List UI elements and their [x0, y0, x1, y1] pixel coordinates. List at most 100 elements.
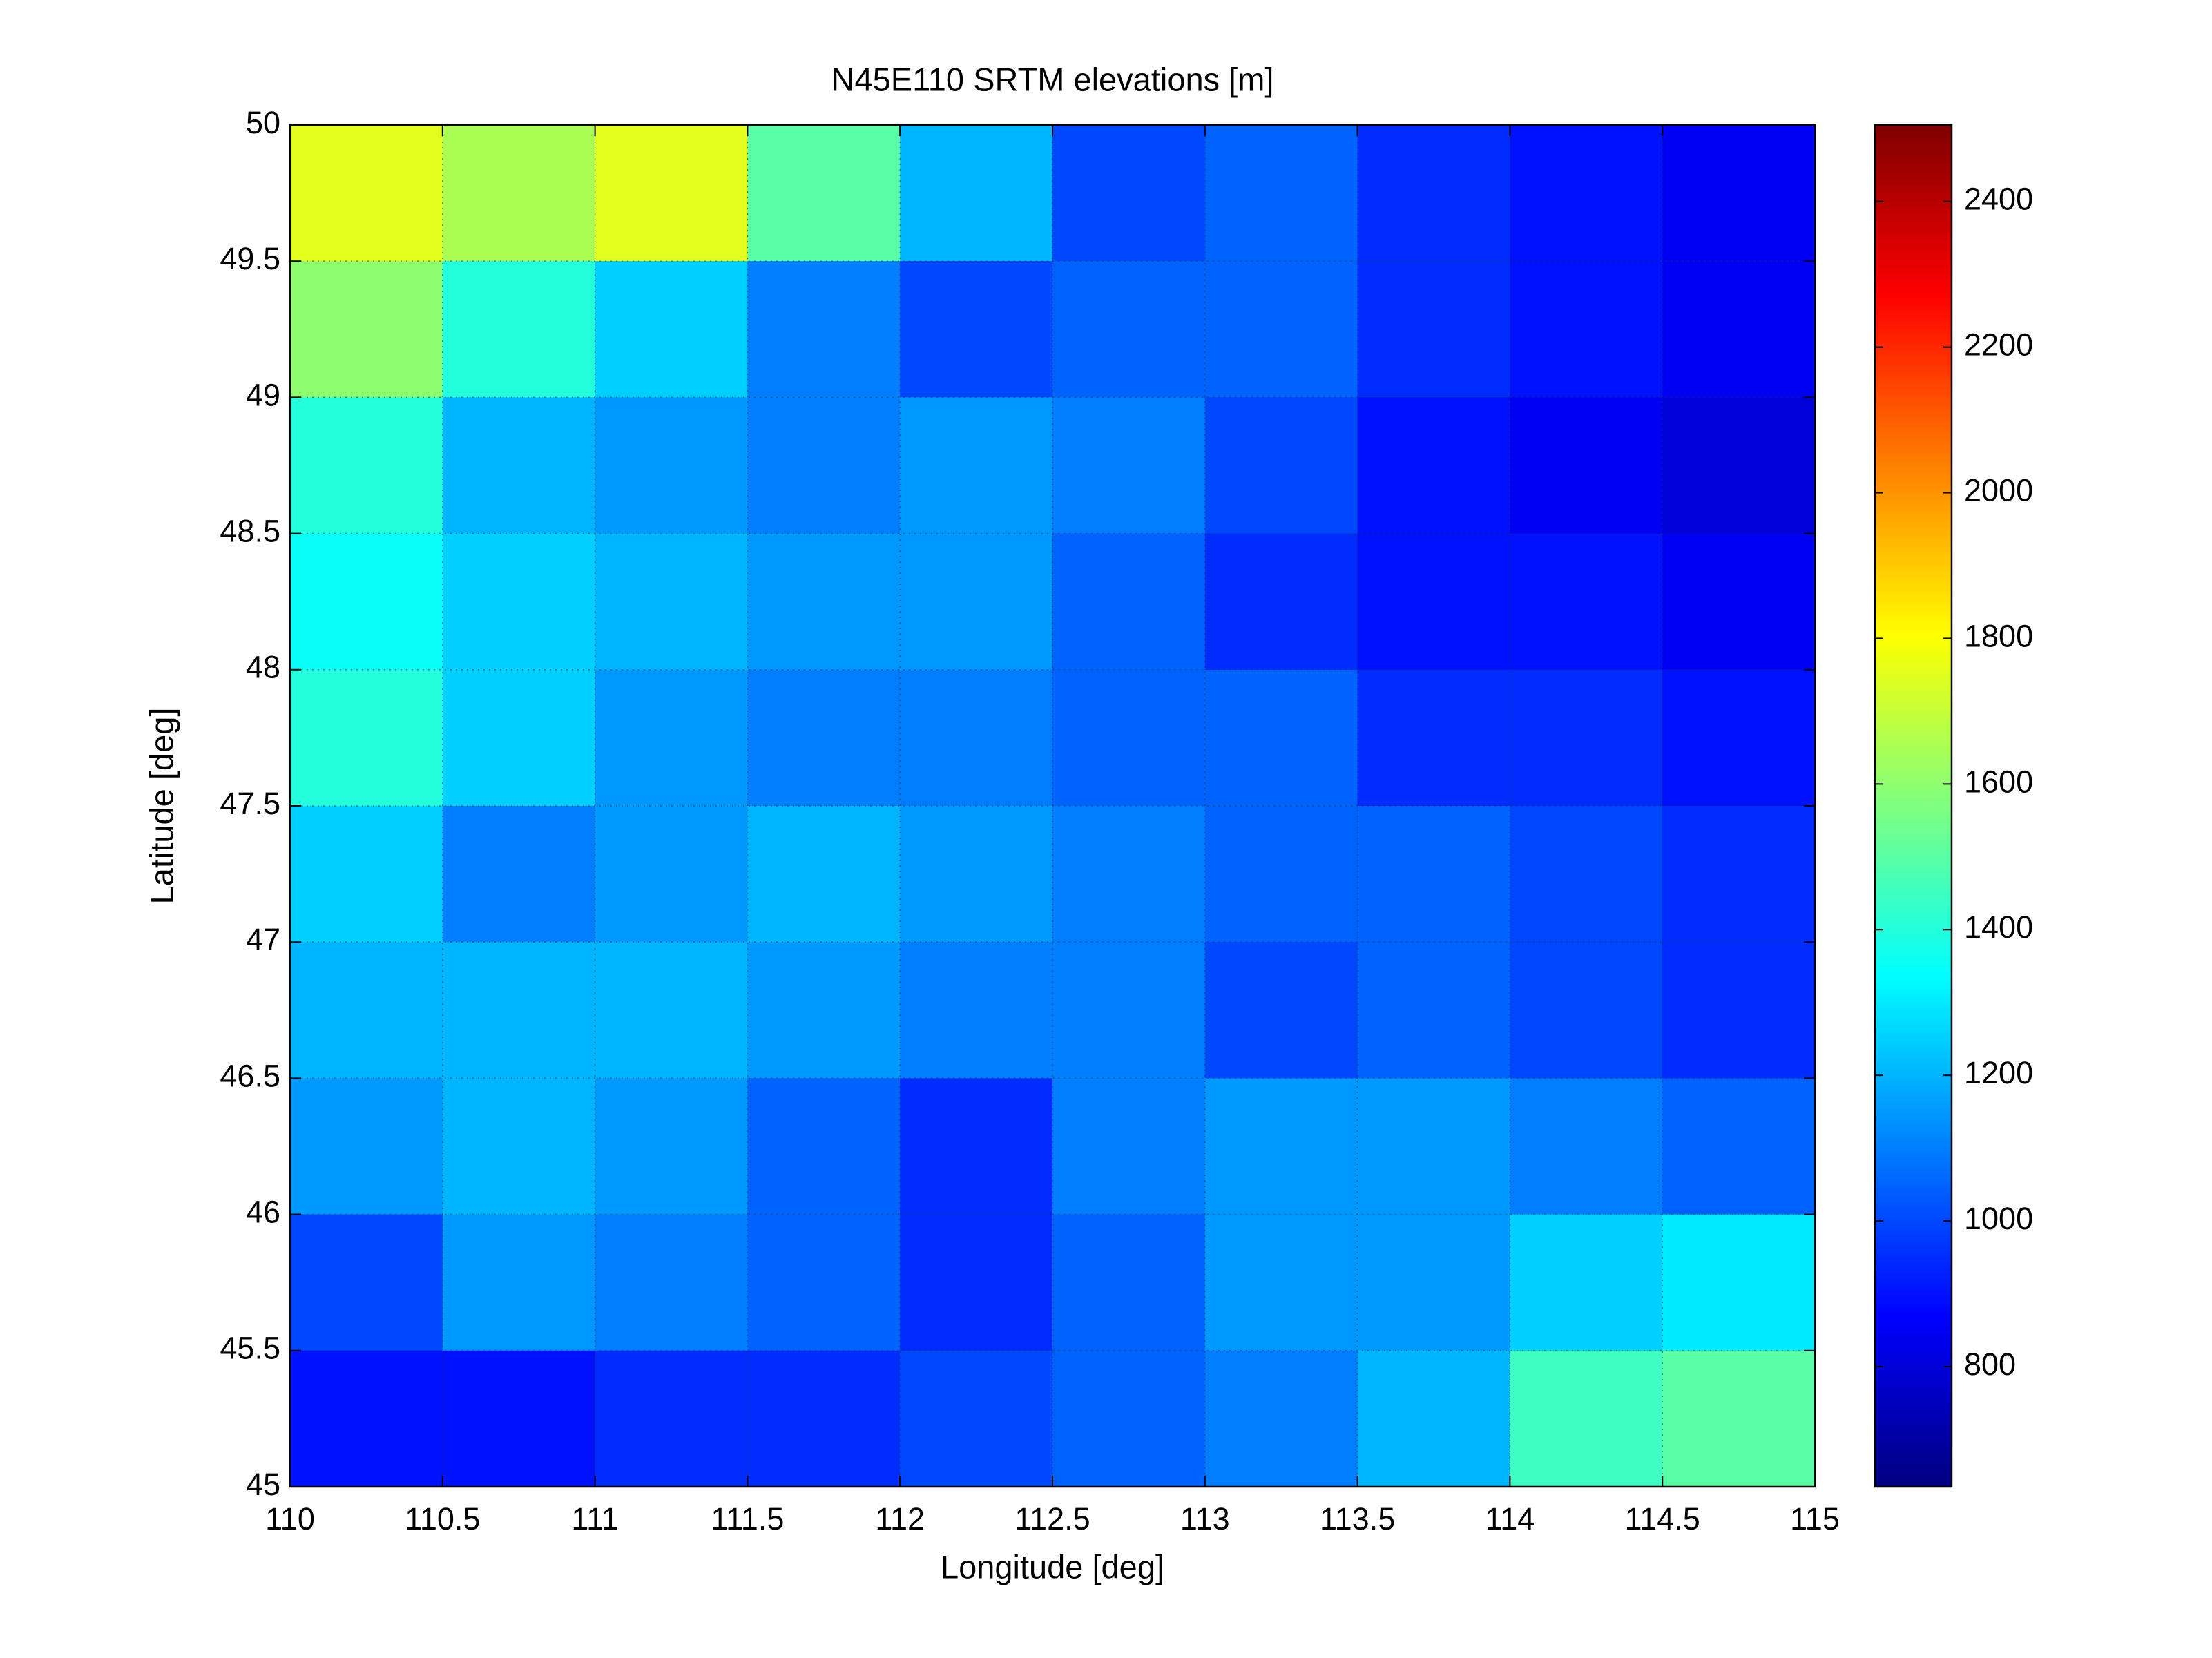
heatmap-cell	[1510, 397, 1663, 534]
heatmap-cell	[747, 397, 901, 534]
heatmap-cell	[1052, 669, 1206, 807]
heatmap-cell	[290, 261, 443, 398]
heatmap-cell	[900, 1214, 1053, 1351]
heatmap-cell	[747, 806, 901, 943]
heatmap-cell	[442, 806, 596, 943]
heatmap-cell	[442, 533, 596, 671]
heatmap-cell	[1052, 261, 1206, 398]
heatmap-cell	[1357, 1350, 1510, 1487]
colorbar-tick-label: 1200	[1964, 1055, 2033, 1090]
y-tick-label: 49.5	[220, 241, 280, 276]
heatmap-cell	[1510, 1214, 1663, 1351]
heatmap-cell	[1357, 397, 1510, 534]
heatmap-cell	[1357, 1078, 1510, 1215]
heatmap-cell	[595, 261, 748, 398]
heatmap-cell	[595, 125, 748, 262]
heatmap-cell	[1204, 533, 1358, 671]
y-tick-label: 49	[246, 377, 280, 412]
x-tick-label: 110.5	[405, 1501, 480, 1536]
heatmap-cell	[442, 1350, 596, 1487]
y-tick-label: 46.5	[220, 1058, 280, 1093]
x-tick-label: 115	[1790, 1501, 1840, 1536]
heatmap-cell	[595, 1350, 748, 1487]
heatmap-cell	[1204, 806, 1358, 943]
heatmap-cell	[900, 942, 1053, 1079]
heatmap-cell	[1510, 261, 1663, 398]
heatmap-cell	[442, 669, 596, 807]
heatmap-cell	[1510, 669, 1663, 807]
x-tick-label: 113.5	[1320, 1501, 1395, 1536]
heatmap-cell	[442, 942, 596, 1079]
y-axis-label: Latitude [deg]	[143, 708, 180, 905]
y-tick-label: 45	[246, 1467, 280, 1502]
y-tick-label: 47.5	[220, 786, 280, 821]
heatmap-cell	[1662, 533, 1816, 671]
heatmap-cell	[290, 1350, 443, 1487]
heatmap-cell	[1204, 1350, 1358, 1487]
heatmap-cell	[747, 669, 901, 807]
heatmap-cell	[747, 1214, 901, 1351]
colorbar-tick-label: 1600	[1964, 764, 2033, 799]
colorbar-tick-label: 2000	[1964, 472, 2033, 508]
heatmap-cell	[747, 942, 901, 1079]
heatmap-cell	[1357, 1214, 1510, 1351]
heatmap-cell	[595, 1214, 748, 1351]
heatmap-cell	[1052, 125, 1206, 262]
heatmap-cell	[1357, 125, 1510, 262]
x-tick-label: 114.5	[1625, 1501, 1700, 1536]
y-tick-label: 47	[246, 922, 280, 957]
heatmap-cell	[290, 397, 443, 534]
x-tick-label: 111	[571, 1501, 618, 1536]
heatmap-cell	[442, 1078, 596, 1215]
heatmap-cell	[595, 806, 748, 943]
heatmap-cell	[442, 125, 596, 262]
heatmap-cell	[1662, 125, 1816, 262]
colorbar-tick-label: 1800	[1964, 618, 2033, 653]
heatmap-cell	[442, 1214, 596, 1351]
heatmap-cell	[900, 1078, 1053, 1215]
heatmap-cell	[1662, 942, 1816, 1079]
heatmap-cell	[1662, 261, 1816, 398]
heatmap-cell	[442, 261, 596, 398]
heatmap-cell	[290, 125, 443, 262]
colorbar-tick-label: 1400	[1964, 909, 2033, 945]
heatmap-cell	[900, 1350, 1053, 1487]
colorbar	[1874, 124, 1953, 1488]
heatmap-cell	[290, 533, 443, 671]
heatmap-cell	[747, 1350, 901, 1487]
x-tick-label: 110	[265, 1501, 315, 1536]
y-tick-label: 45.5	[220, 1331, 280, 1366]
heatmap-cell	[1662, 1078, 1816, 1215]
heatmap-cell	[900, 397, 1053, 534]
heatmap-cell	[595, 669, 748, 807]
heatmap-cell	[1662, 397, 1816, 534]
heatmap-cell	[1510, 942, 1663, 1079]
heatmap-cell	[1510, 533, 1663, 671]
heatmap-cell	[1052, 397, 1206, 534]
x-axis-label: Longitude [deg]	[941, 1548, 1164, 1585]
heatmap-cell	[1052, 1350, 1206, 1487]
heatmap-cell	[595, 397, 748, 534]
heatmap-cell	[1204, 125, 1358, 262]
heatmap-cell	[1662, 669, 1816, 807]
heatmap-cell	[1510, 125, 1663, 262]
heatmap-cell	[1204, 942, 1358, 1079]
heatmap-cell	[1662, 1350, 1816, 1487]
heatmap-cell	[1204, 397, 1358, 534]
heatmap-cell	[595, 942, 748, 1079]
heatmap-cell	[1052, 942, 1206, 1079]
heatmap-cell	[1357, 942, 1510, 1079]
heatmap-cell	[1357, 533, 1510, 671]
y-tick-label: 48.5	[220, 513, 280, 548]
y-tick-label: 46	[246, 1194, 280, 1229]
heatmap-cell	[290, 1214, 443, 1351]
heatmap-cell	[595, 1078, 748, 1215]
heatmap-cell	[1357, 806, 1510, 943]
heatmap-cell	[1662, 806, 1816, 943]
heatmap-cell	[1204, 669, 1358, 807]
heatmap-cell	[900, 261, 1053, 398]
heatmap-cell	[1510, 1078, 1663, 1215]
heatmap-cell	[900, 669, 1053, 807]
heatmap-cell	[1052, 533, 1206, 671]
heatmap-cell	[290, 669, 443, 807]
